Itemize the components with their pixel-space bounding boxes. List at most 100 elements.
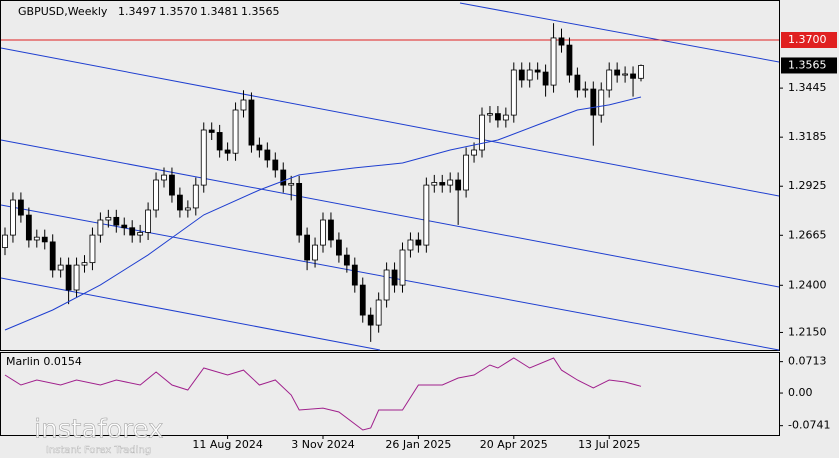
candle-body [10, 199, 16, 236]
candle-body [200, 129, 207, 186]
candle-body [184, 207, 191, 211]
candle-body [256, 144, 263, 151]
candle-body [280, 169, 287, 186]
candle-body [272, 159, 279, 171]
candle-body [455, 179, 462, 191]
candle-body [240, 99, 247, 111]
candle-body [312, 244, 318, 261]
y-tick-label: 1.2150 [788, 325, 827, 338]
y-tick-label: 1.3445 [788, 81, 827, 94]
level-label-box [781, 32, 837, 48]
candle-body [407, 239, 414, 251]
candle-body [598, 89, 605, 116]
indicator-tick-label: 0.0713 [788, 355, 827, 368]
candle-body [550, 37, 557, 86]
candle-body [304, 234, 311, 261]
y-tick-label: 1.2925 [788, 179, 827, 192]
candle-body [399, 249, 406, 286]
candle-body [383, 269, 390, 301]
x-tick-label: 11 Aug 2024 [192, 438, 262, 451]
main-panel [0, 0, 780, 351]
candle-body [574, 74, 581, 91]
candle-body [502, 114, 509, 121]
candle-body [169, 174, 175, 196]
candle-body [216, 132, 223, 151]
x-tick-label: 26 Jan 2025 [385, 438, 451, 451]
candle-body [375, 299, 382, 326]
candle-body [630, 73, 636, 79]
candle-body [590, 88, 597, 116]
candle-body [518, 69, 525, 81]
indicator-line [4, 357, 642, 431]
watermark-brand: instaforex [34, 415, 163, 445]
info-low: 1.3481 [200, 5, 239, 18]
candle-body [81, 262, 88, 266]
candle-body [335, 239, 342, 256]
y-tick-label: 1.2665 [788, 228, 827, 241]
candle-body [510, 69, 517, 116]
candle-body [176, 194, 183, 211]
last-price-box [781, 57, 837, 74]
candle-body [129, 227, 136, 236]
candle-body [526, 69, 533, 81]
x-tick-label: 3 Nov 2024 [291, 438, 354, 451]
candle-body [423, 184, 430, 246]
candle-body [25, 214, 32, 241]
candle-body [208, 129, 215, 133]
candle-body [534, 69, 541, 73]
candle-body [582, 88, 589, 91]
trend-line [0, 139, 780, 288]
candle-body [463, 154, 470, 191]
candle-body [105, 216, 112, 221]
info-high: 1.3570 [159, 5, 198, 18]
candle-body [479, 114, 485, 151]
candle-body [113, 216, 120, 226]
candle-body [447, 179, 454, 186]
candle-body [367, 314, 374, 326]
candle-body [137, 232, 144, 236]
candle-body [41, 236, 48, 243]
candle-body [57, 264, 64, 271]
candle-body [558, 37, 565, 46]
candle-body [638, 65, 644, 79]
candle-body [296, 182, 303, 236]
candle-body [161, 174, 167, 181]
y-tick-label: 1.2400 [788, 278, 827, 291]
candle-body [153, 179, 159, 211]
candle-body [145, 209, 152, 233]
candle-body [614, 69, 621, 76]
moving-average [4, 96, 642, 331]
trend-line [0, 277, 381, 351]
candle-body [351, 264, 358, 286]
candle-body [89, 234, 96, 264]
indicator-tick-label: -0.0741 [788, 419, 830, 432]
candle-body [542, 71, 549, 86]
candle-body [431, 182, 438, 186]
candle-body [320, 219, 326, 246]
candle-body [494, 113, 501, 121]
level-label: 1.3700 [788, 33, 827, 46]
candle-body [415, 239, 422, 246]
indicator-label: Marlin 0.0154 [6, 355, 82, 368]
x-tick-label: 13 Jul 2025 [578, 438, 640, 451]
trend-line [459, 2, 780, 63]
candle-body [73, 264, 80, 291]
candle-body [471, 149, 477, 156]
candle-body [288, 182, 295, 186]
trend-line [0, 47, 780, 197]
y-tick-label: 1.3185 [788, 130, 827, 143]
candle-body [33, 236, 40, 241]
candle-body [566, 44, 573, 76]
candle-body [606, 69, 613, 91]
candle-body [49, 241, 56, 271]
candle-body [622, 73, 628, 76]
candle-body [439, 182, 446, 186]
candle-body [232, 109, 239, 154]
candle-body [192, 184, 199, 209]
info-open: 1.3497 [118, 5, 157, 18]
indicator-panel [0, 352, 780, 436]
candle-body [121, 224, 128, 229]
candle-body [224, 149, 231, 154]
